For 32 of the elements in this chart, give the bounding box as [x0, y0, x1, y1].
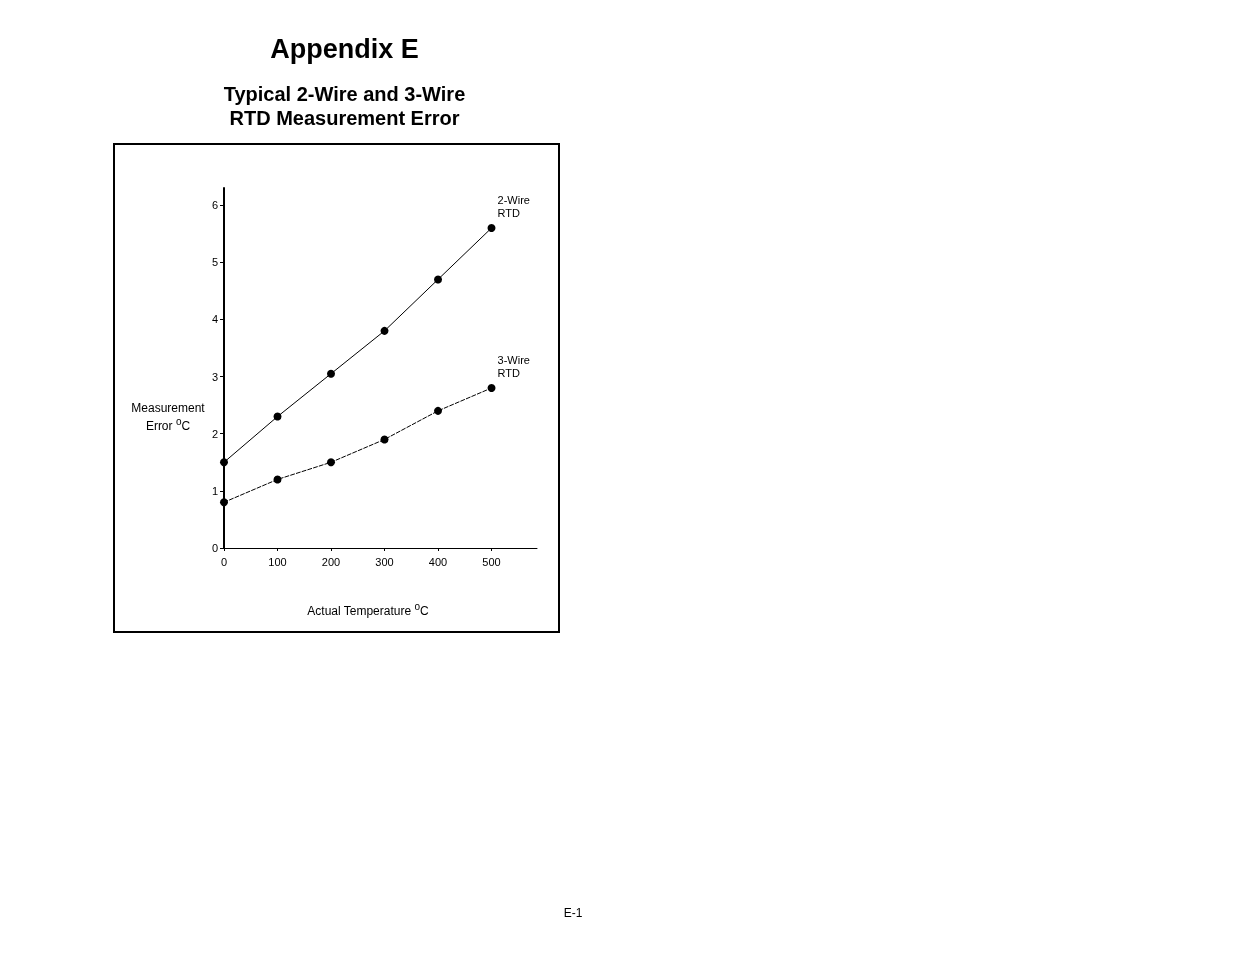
- x-axis-title: Actual Temperature $^{o}$C: [306, 601, 430, 618]
- text: E-1: [562, 906, 584, 920]
- point: [327, 369, 336, 378]
- point: [380, 326, 389, 335]
- y-tick-label: 4: [211, 313, 218, 326]
- chart-title: Appendix E: [269, 34, 420, 65]
- y-tick-label: 0: [211, 542, 218, 554]
- point: [327, 458, 336, 467]
- y-axis-title: Measurement Error $^{o}$C: [131, 401, 205, 433]
- series-label: 2-Wire RTD: [497, 193, 533, 219]
- point: [380, 435, 389, 444]
- y-tick-label: 5: [211, 256, 218, 269]
- x-tick-label: 200: [321, 555, 341, 568]
- point: [487, 384, 496, 392]
- y-tick-label: 2: [211, 427, 218, 440]
- x-tick-label: 400: [428, 555, 448, 568]
- chart-subtitle: Typical 2-Wire and 3-Wire RTD Measurement Error: [222, 82, 467, 130]
- x-tick-label: 100: [268, 555, 287, 568]
- point: [487, 224, 496, 232]
- point: [434, 275, 443, 284]
- y-tick-label: 1: [211, 484, 218, 497]
- x-tick-label: 500: [482, 555, 501, 568]
- x-tick-label: 0: [220, 555, 228, 568]
- series-label: 3-Wire RTD: [497, 353, 533, 379]
- y-tick-label: 6: [211, 199, 218, 212]
- point: [273, 475, 282, 484]
- point: [273, 412, 282, 421]
- x-tick-label: 300: [375, 555, 394, 568]
- y-tick-label: 3: [211, 370, 218, 383]
- point: [220, 498, 228, 507]
- point: [220, 458, 228, 467]
- point: [434, 406, 443, 415]
